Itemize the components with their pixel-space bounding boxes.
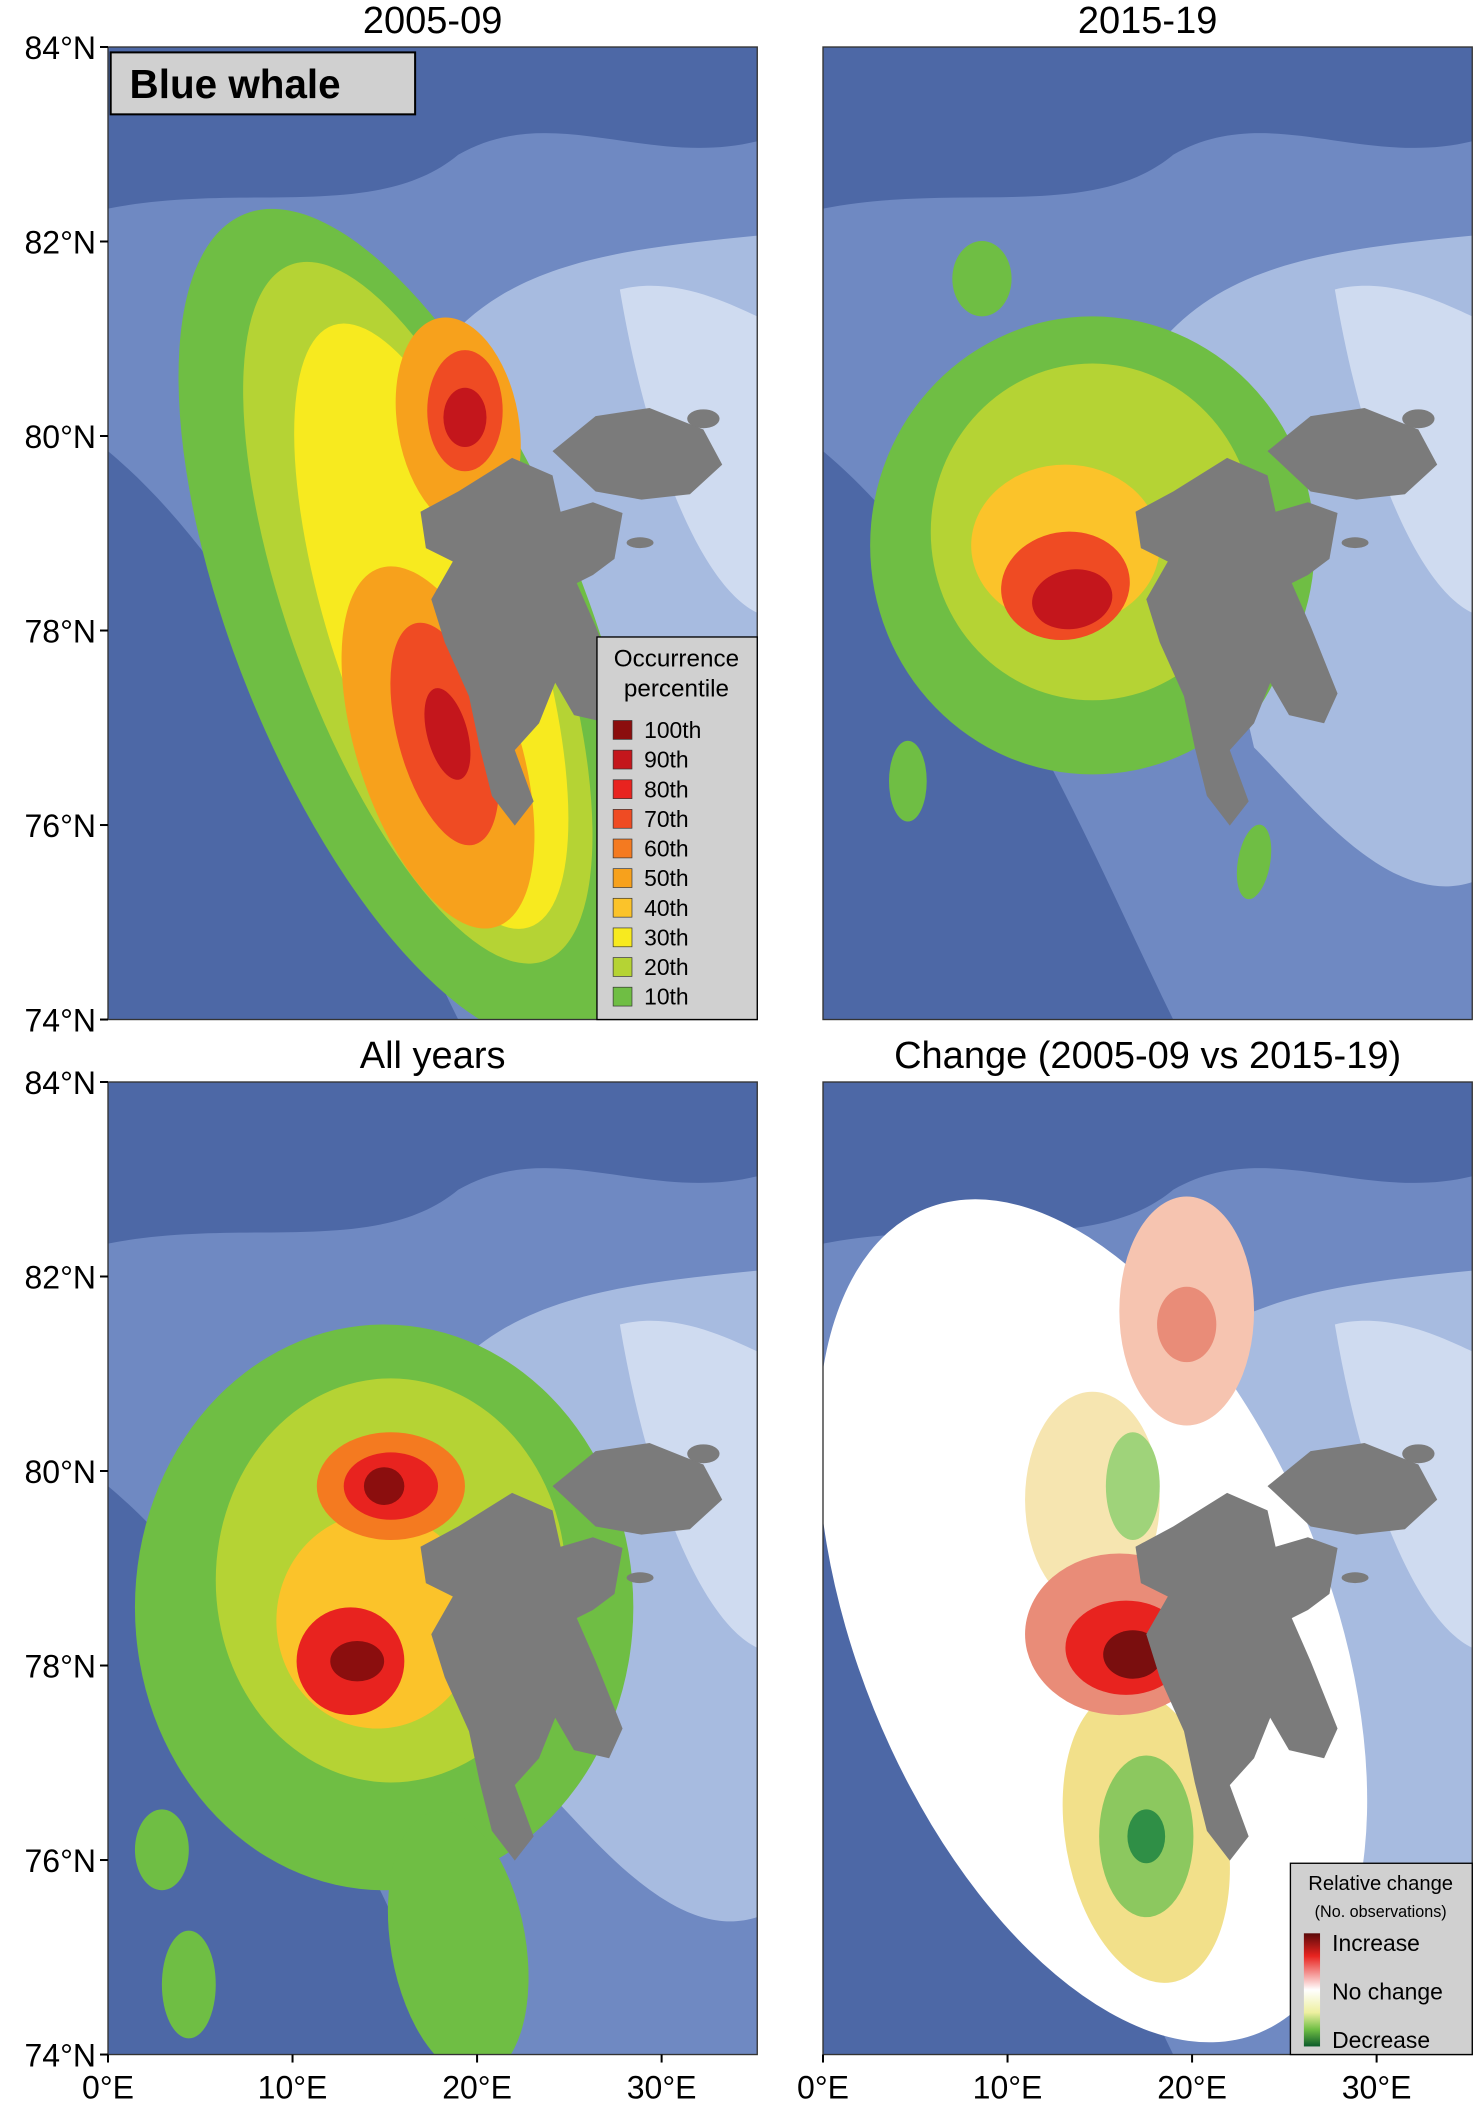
map-panel [822,46,1473,1021]
y-tick-label: 82°N [25,1260,97,1296]
density-blob [424,688,471,780]
density-blob [443,387,487,448]
y-tick-label: 76°N [25,1843,97,1879]
y-tick-label: 80°N [25,1454,97,1490]
legend-swatch [612,779,633,799]
y-tick-label: 78°N [25,1649,97,1685]
land [552,1442,723,1535]
legend-label: 50th [644,865,689,891]
land [1267,407,1438,500]
legend-title: Occurrence [614,646,739,673]
legend-swatch [612,986,633,1007]
land [420,457,623,826]
legend-swatch [612,720,633,740]
legend-swatch [612,868,633,888]
legend-subtitle: (No. observations) [1315,1903,1447,1921]
map-body [108,1082,758,2055]
legend-gradient [1303,1933,1321,2047]
land [1341,1572,1369,1584]
y-tick-label: 74°N [25,2038,97,2074]
panel-frame [107,46,758,1021]
density-blob [1157,1286,1217,1363]
panel-title: Change (2005-09 vs 2015-19) [894,1035,1401,1077]
panel-title: 2015-19 [1078,0,1217,42]
x-tick-label: 0°E [797,2070,849,2106]
y-tick-label: 84°N [25,1065,97,1101]
species-box [109,51,417,116]
map-panel [107,1081,758,2056]
land [1135,457,1338,826]
density-blob [1032,569,1113,630]
map-body [823,47,1473,1020]
x-tick-label: 30°E [627,2070,697,2106]
legend-label: 80th [644,776,689,802]
legend-title: Relative change [1308,1873,1453,1895]
panel-frame [107,1081,758,2056]
x-tick-label: 10°E [973,2070,1043,2106]
density-blob [1236,824,1272,900]
map-panel: Relative change (No. observations) Increas… [822,1081,1473,2056]
legend-title: percentile [624,675,729,702]
x-tick-label: 0°E [82,2070,134,2106]
density-blob [387,1810,529,2055]
legend-swatch [612,838,633,859]
legend-label: 40th [644,895,689,921]
map-body [823,1082,1473,2055]
land [1341,537,1369,549]
density-blob [134,1809,189,1891]
legend-label: 10th [644,984,689,1010]
x-tick-label: 30°E [1342,2070,1412,2106]
legend-label: 60th [644,836,689,862]
legend-swatch [612,749,633,770]
x-tick-label: 20°E [1157,2070,1227,2106]
land [1402,1444,1435,1464]
density-blob [952,240,1012,317]
land [626,537,654,549]
density-blob [1127,1809,1166,1864]
panel-frame [822,46,1473,1021]
land [1267,1442,1438,1535]
density-blob [1103,1630,1163,1679]
legend-label: 100th [644,717,701,743]
land [626,1572,654,1584]
y-tick-label: 84°N [25,30,97,66]
legend-label: No change [1332,1978,1443,2004]
land [420,1492,623,1861]
legend-label: Decrease [1332,2027,1430,2053]
land [687,1444,720,1464]
panel-title: 2005-09 [363,0,502,42]
legend-label: 90th [644,747,689,773]
panel-title: All years [360,1035,506,1077]
species-label: Blue whale [130,61,341,107]
legend-swatch [612,897,633,918]
land [687,409,720,429]
legend-label: 20th [644,954,689,980]
panel-frame [822,1081,1473,2056]
y-tick-label: 82°N [25,225,97,261]
land [552,407,723,500]
land [1135,1492,1338,1861]
y-tick-label: 80°N [25,419,97,455]
legend-swatch [612,809,633,829]
legend-swatch [612,957,633,977]
legend-swatch [612,927,633,948]
legend-label: 70th [644,806,689,832]
density-blob [161,1930,216,2039]
density-blob [330,1641,385,1682]
y-tick-label: 78°N [25,614,97,650]
density-blob [363,1467,405,1505]
x-tick-label: 20°E [442,2070,512,2106]
land [1402,409,1435,429]
y-tick-label: 74°N [25,1003,97,1039]
legend-box [1289,1862,1473,2056]
legend-label: Increase [1332,1930,1420,1956]
density-blob [889,740,927,822]
y-tick-label: 76°N [25,808,97,844]
x-tick-label: 10°E [258,2070,328,2106]
legend-label: 30th [644,924,689,950]
density-blob [1105,1432,1160,1540]
